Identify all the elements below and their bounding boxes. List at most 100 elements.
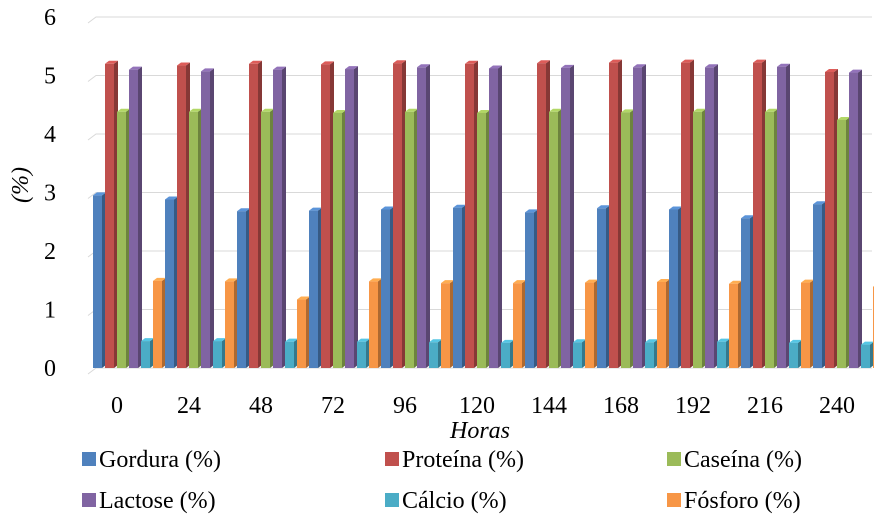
legend-item: Lactose (%) [82,488,216,514]
bar [849,69,862,368]
x-tick-label: 144 [531,393,567,419]
bar [129,66,142,369]
bar [489,65,502,368]
bar [729,280,742,368]
bar [441,280,454,368]
bar [825,68,838,369]
bar [477,109,490,368]
x-tick-label: 0 [111,393,123,419]
bar [693,108,706,369]
y-tick-label: 0 [44,356,56,382]
x-axis-label: Horas [449,418,510,444]
legend-swatch [667,493,681,507]
legend-label: Cálcio (%) [402,488,507,514]
gridline-0 [87,367,872,375]
legend: Gordura (%) Proteína (%) Caseína (%) Lactos… [82,447,802,514]
bar [105,60,118,369]
legend-item: Proteína (%) [385,447,524,473]
bar [309,207,322,368]
bar [201,68,214,368]
y-axis-label: (%) [8,167,34,203]
legend-label: Caseína (%) [684,447,802,473]
y-tick-label: 6 [44,5,56,31]
bar [645,339,658,368]
legend-item: Caseína (%) [667,447,802,473]
bar [717,338,730,368]
x-tick-label: 48 [249,393,273,419]
x-tick-label: 240 [819,393,855,419]
bar [669,206,682,368]
bar [789,339,802,368]
y-tick-label: 5 [44,64,56,90]
bar [429,339,442,368]
bar [861,341,874,368]
bar [813,201,826,368]
bar [417,64,430,368]
bar [321,61,334,368]
bar [393,60,406,369]
bar [573,339,586,368]
legend-swatch [82,452,96,466]
bar [381,206,394,368]
bar [657,279,670,368]
bar [753,59,766,368]
bar [357,338,370,368]
x-tick-label: 96 [393,393,417,419]
bar [609,59,622,368]
legend-label: Lactose (%) [99,488,216,514]
legend-swatch [385,493,399,507]
bar [765,108,778,369]
x-tick-label: 72 [321,393,345,419]
y-tick-label: 4 [44,122,56,148]
legend-swatch [82,493,96,507]
legend-swatch [385,452,399,466]
y-tick-label: 1 [44,298,56,324]
gridline-6 [87,16,872,24]
x-tick-label: 192 [675,393,711,419]
bar [801,279,814,368]
bars-layer [93,59,874,369]
bar [153,277,166,368]
legend-label: Fósforo (%) [684,488,801,514]
bar [285,338,298,368]
bar [585,279,598,368]
y-tick-label: 2 [44,239,56,265]
bar [549,108,562,369]
bar [405,108,418,369]
bar [453,204,466,368]
bar [681,59,694,368]
bar [333,109,346,368]
bar [213,338,226,368]
bar [297,296,310,368]
x-tick-label: 24 [177,393,201,419]
bar [189,108,202,369]
bar [165,196,178,368]
bar [597,205,610,368]
bar [837,116,850,369]
ticks-layer: 0 1 2 3 4 5 6 0 24 48 72 96 120 144 168 192 216 240 [44,5,855,419]
bar [633,64,646,368]
x-tick-label: 120 [459,393,495,419]
bar [777,63,790,368]
bar [525,209,538,368]
bar [561,64,574,369]
bar [501,339,514,368]
legend-label: Gordura (%) [99,447,221,473]
bar [621,109,634,368]
legend-item: Fósforo (%) [667,488,801,514]
bar [465,60,478,369]
bar [369,278,382,368]
legend-label: Proteína (%) [402,447,524,473]
bar [537,60,550,369]
bar [741,215,754,368]
legend-item: Gordura (%) [82,447,221,473]
x-tick-label: 216 [747,393,783,419]
y-tick-label: 3 [44,181,56,207]
x-tick-label: 168 [603,393,639,419]
legend-swatch [667,452,681,466]
legend-item: Cálcio (%) [385,488,507,514]
bar [93,192,106,368]
bar [705,64,718,368]
